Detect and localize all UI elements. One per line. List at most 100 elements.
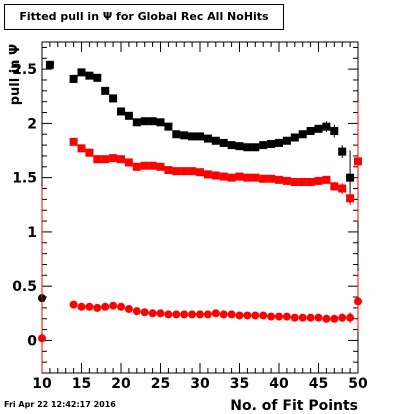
data-point-circle [251, 311, 260, 320]
y-tick-label: 0.5 [12, 279, 37, 295]
data-point-square [77, 68, 86, 77]
data-point-square [290, 133, 299, 142]
data-point-circle [322, 314, 331, 323]
data-point-circle [235, 311, 244, 320]
data-point-square [282, 136, 291, 145]
y-tick-label: 1 [27, 225, 37, 241]
data-point-square [69, 74, 78, 83]
data-point-square [45, 60, 54, 69]
data-point-square [109, 154, 118, 163]
data-point-circle [124, 304, 133, 313]
data-point-circle [101, 302, 110, 311]
data-point-circle [117, 302, 125, 311]
x-tick-label: 10 [32, 376, 52, 392]
data-point-square [117, 155, 125, 164]
data-point-square [282, 176, 291, 185]
data-point-square [322, 175, 331, 184]
data-point-square [203, 134, 212, 143]
x-tick-label: 30 [190, 376, 210, 392]
data-point-square [298, 130, 307, 139]
data-point-square [196, 168, 204, 177]
data-point-circle [219, 310, 228, 319]
data-point-circle [109, 301, 118, 310]
data-point-square [330, 126, 339, 135]
data-point-square [306, 177, 315, 186]
data-point-square [314, 124, 323, 133]
data-point-square [267, 174, 276, 183]
data-point-square [85, 148, 94, 157]
data-point-square [188, 132, 197, 141]
data-point-square [275, 138, 283, 147]
data-point-square [109, 94, 118, 103]
data-point-square [211, 136, 220, 145]
data-point-square [93, 73, 102, 82]
data-point-square [219, 138, 228, 147]
data-point-circle [148, 309, 157, 318]
data-point-square [330, 182, 339, 191]
data-point-square [235, 172, 244, 181]
axis-ticks [41, 42, 359, 374]
x-axis-label: No. of Fit Points [230, 398, 358, 414]
data-point-square [338, 147, 347, 156]
data-point-circle [172, 310, 181, 319]
x-tick-label: 25 [151, 376, 170, 392]
data-point-square [314, 176, 323, 185]
y-tick-label: 1.5 [12, 171, 37, 187]
data-point-square [227, 173, 236, 182]
data-point-square [275, 175, 283, 184]
data-point-circle [338, 313, 347, 322]
data-point-circle [330, 314, 339, 323]
data-point-square [93, 155, 102, 164]
data-point-square [124, 111, 133, 120]
data-point-square [306, 126, 315, 135]
data-point-square [227, 141, 236, 150]
data-point-circle [196, 310, 204, 319]
data-point-circle [211, 309, 220, 318]
data-point-square [156, 162, 165, 171]
data-point-square [69, 137, 78, 146]
data-point-circle [188, 310, 197, 319]
data-point-square [77, 144, 86, 153]
x-tick-label: 45 [309, 376, 328, 392]
x-tick-label: 40 [269, 376, 289, 392]
data-point-square [338, 184, 347, 193]
data-point-square [219, 172, 228, 181]
data-point-circle [38, 334, 46, 343]
data-point-circle [227, 310, 236, 319]
data-point-square [211, 171, 220, 180]
data-point-circle [314, 313, 323, 322]
x-tick-label: 20 [111, 376, 131, 392]
data-point-square [243, 173, 252, 182]
data-point-square [85, 71, 94, 80]
data-point-circle [354, 297, 362, 306]
data-point-square [267, 140, 276, 149]
data-point-square [203, 170, 212, 179]
data-point-circle [164, 310, 173, 319]
data-point-square [117, 107, 125, 116]
data-point-circle [282, 312, 291, 321]
data-point-circle [346, 313, 355, 322]
data-point-circle [203, 310, 212, 319]
chart-title: Fitted pull in Ψ for Global Rec All NoHi… [19, 10, 269, 23]
data-point-circle [156, 309, 165, 318]
data-point-circle [180, 310, 189, 319]
data-point-square [140, 117, 149, 126]
data-marks [38, 60, 362, 373]
data-point-square [188, 167, 197, 176]
data-point-square [180, 131, 189, 140]
data-point-square [132, 118, 141, 127]
data-point-square [148, 117, 157, 126]
data-point-circle [132, 307, 141, 316]
data-point-circle [77, 302, 86, 311]
data-point-circle [69, 300, 78, 309]
data-point-circle [243, 311, 252, 320]
data-point-square [180, 167, 189, 176]
data-point-square [148, 161, 157, 170]
data-point-square [346, 173, 355, 182]
data-point-square [164, 166, 173, 175]
data-point-square [164, 122, 173, 131]
data-point-square [156, 118, 165, 127]
y-tick-label: 2.5 [12, 62, 37, 78]
data-point-square [322, 122, 331, 131]
